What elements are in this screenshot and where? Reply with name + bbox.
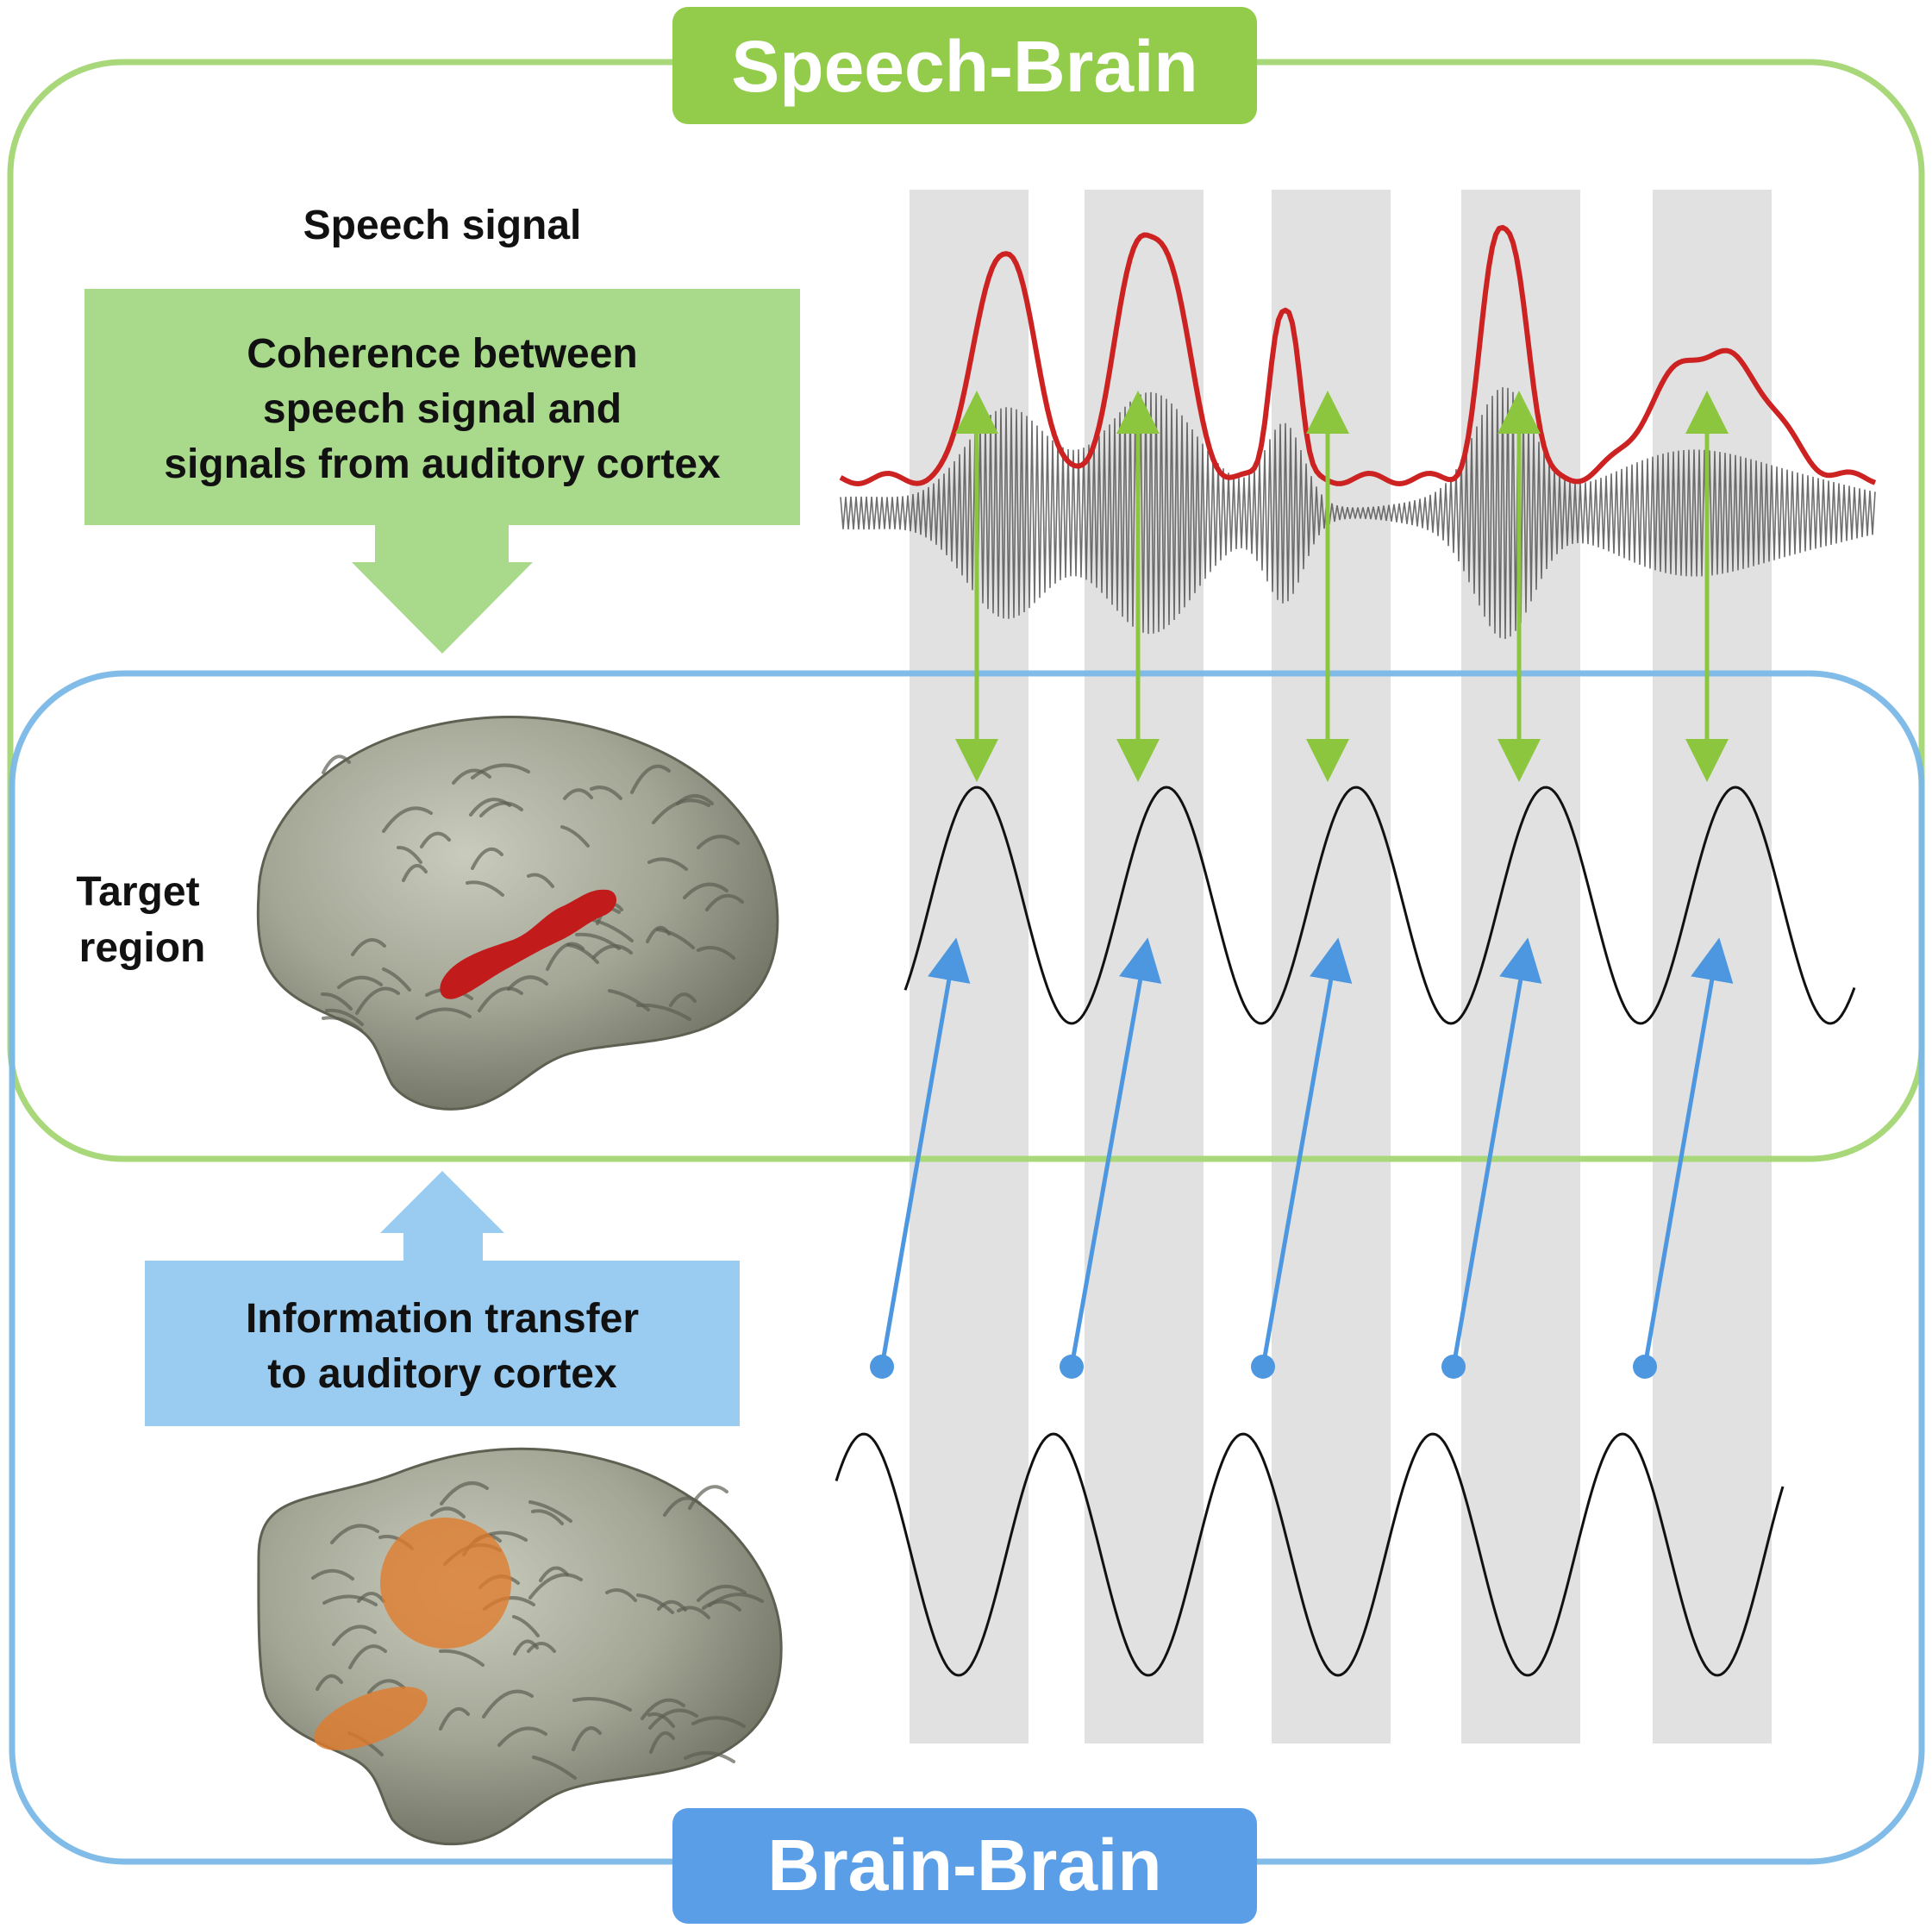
coherence-callout: Coherence between speech signal and sign… (84, 289, 800, 654)
coherence-box (84, 289, 800, 525)
target-region-highlight (440, 889, 617, 999)
transfer-origin-dot-1 (870, 1355, 894, 1379)
source-region-frontal-highlight (380, 1518, 511, 1649)
brain-fold-texture (311, 1481, 764, 1780)
down-arrow-icon (352, 525, 533, 654)
information-transfer-callout: Information transfer to auditory cortex (145, 1171, 740, 1426)
information-transfer-arrows (870, 937, 1734, 1379)
speech-signal-label: Speech signal (303, 203, 582, 248)
transfer-origin-dot-2 (1060, 1355, 1084, 1379)
up-arrow-icon (380, 1171, 504, 1261)
information-transfer-text-line-1: Information transfer (246, 1296, 639, 1342)
transfer-arrow-5 (1642, 937, 1734, 1368)
transfer-arrow-4 (1451, 937, 1542, 1368)
source-region-oscillation (835, 1432, 1785, 1677)
information-transfer-text-line-2: to auditory cortex (267, 1351, 617, 1397)
target-region-oscillation (903, 786, 1856, 1025)
target-region-label-line-1: Target (76, 869, 199, 915)
brain-brain-title-badge: Brain-Brain (672, 1808, 1257, 1924)
brain-brain-title: Brain-Brain (767, 1825, 1161, 1906)
speech-brain-title-badge: Speech-Brain (672, 7, 1257, 124)
brain-with-orange-regions-icon (257, 1447, 783, 1846)
transfer-arrow-1 (879, 937, 971, 1368)
transfer-origin-dot-3 (1251, 1355, 1275, 1379)
transfer-arrow-2 (1069, 937, 1162, 1368)
speech-brain-coherence-arrows (955, 391, 1729, 782)
target-region-label-line-2: region (79, 925, 206, 971)
transfer-origin-dot-4 (1441, 1355, 1466, 1379)
coherence-text-line-3: signals from auditory cortex (164, 441, 721, 487)
source-region-temporal-highlight (314, 1687, 428, 1750)
speech-brain-title: Speech-Brain (731, 26, 1198, 107)
coherence-text-line-2: speech signal and (263, 386, 622, 432)
speech-envelope-line (839, 224, 1877, 486)
transfer-arrow-3 (1260, 937, 1353, 1368)
information-transfer-box (145, 1261, 740, 1426)
transfer-origin-dot-5 (1633, 1355, 1657, 1379)
coherence-text-line-1: Coherence between (247, 331, 637, 377)
brain-with-red-region-icon (256, 716, 779, 1111)
